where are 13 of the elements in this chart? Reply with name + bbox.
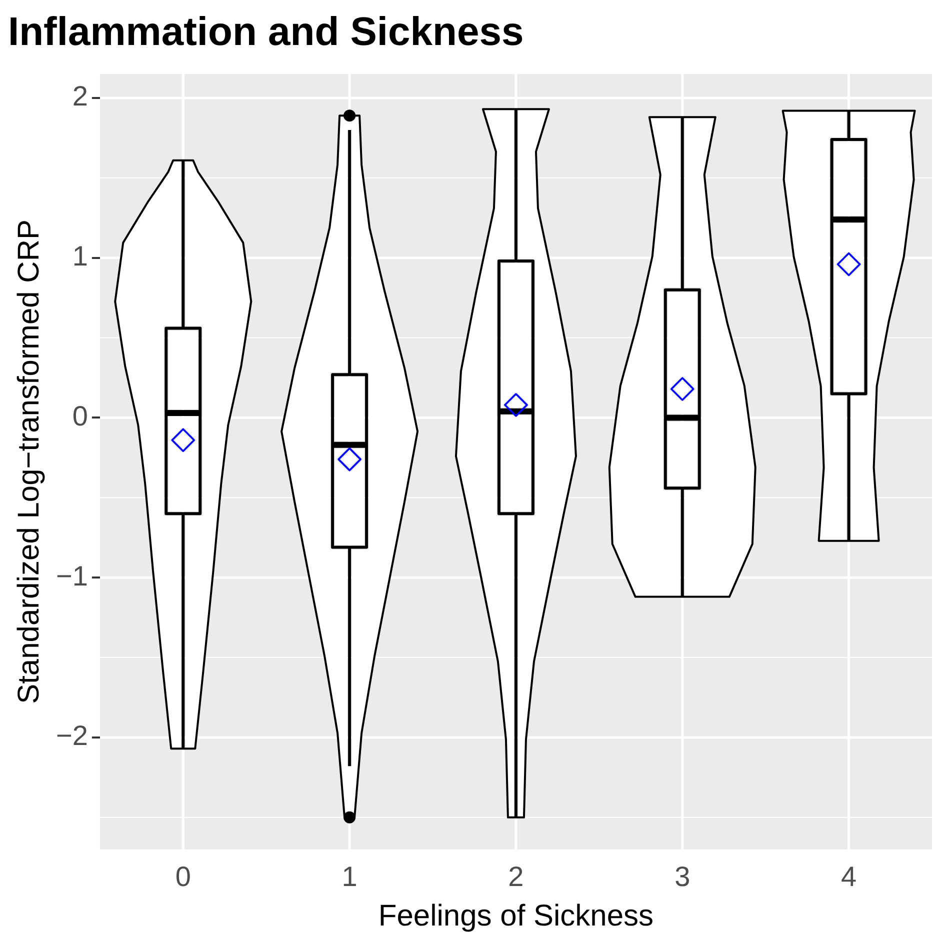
x-tick-label: 2	[508, 860, 524, 892]
y-tick-label: 0	[72, 400, 88, 432]
y-axis-title: Standardized Log−transformed CRP	[12, 219, 46, 704]
y-tick-label: −1	[56, 560, 88, 592]
y-tick-label: −2	[56, 720, 88, 752]
y-tick-label: 2	[72, 80, 88, 112]
chart-title: Inflammation and Sickness	[8, 10, 524, 54]
x-axis-title: Feelings of Sickness	[378, 899, 654, 932]
x-tick-label: 0	[175, 860, 191, 892]
x-tick-label: 4	[841, 860, 857, 892]
y-tick-label: 1	[72, 240, 88, 272]
x-tick-label: 1	[342, 860, 358, 892]
x-tick-label: 3	[674, 860, 690, 892]
